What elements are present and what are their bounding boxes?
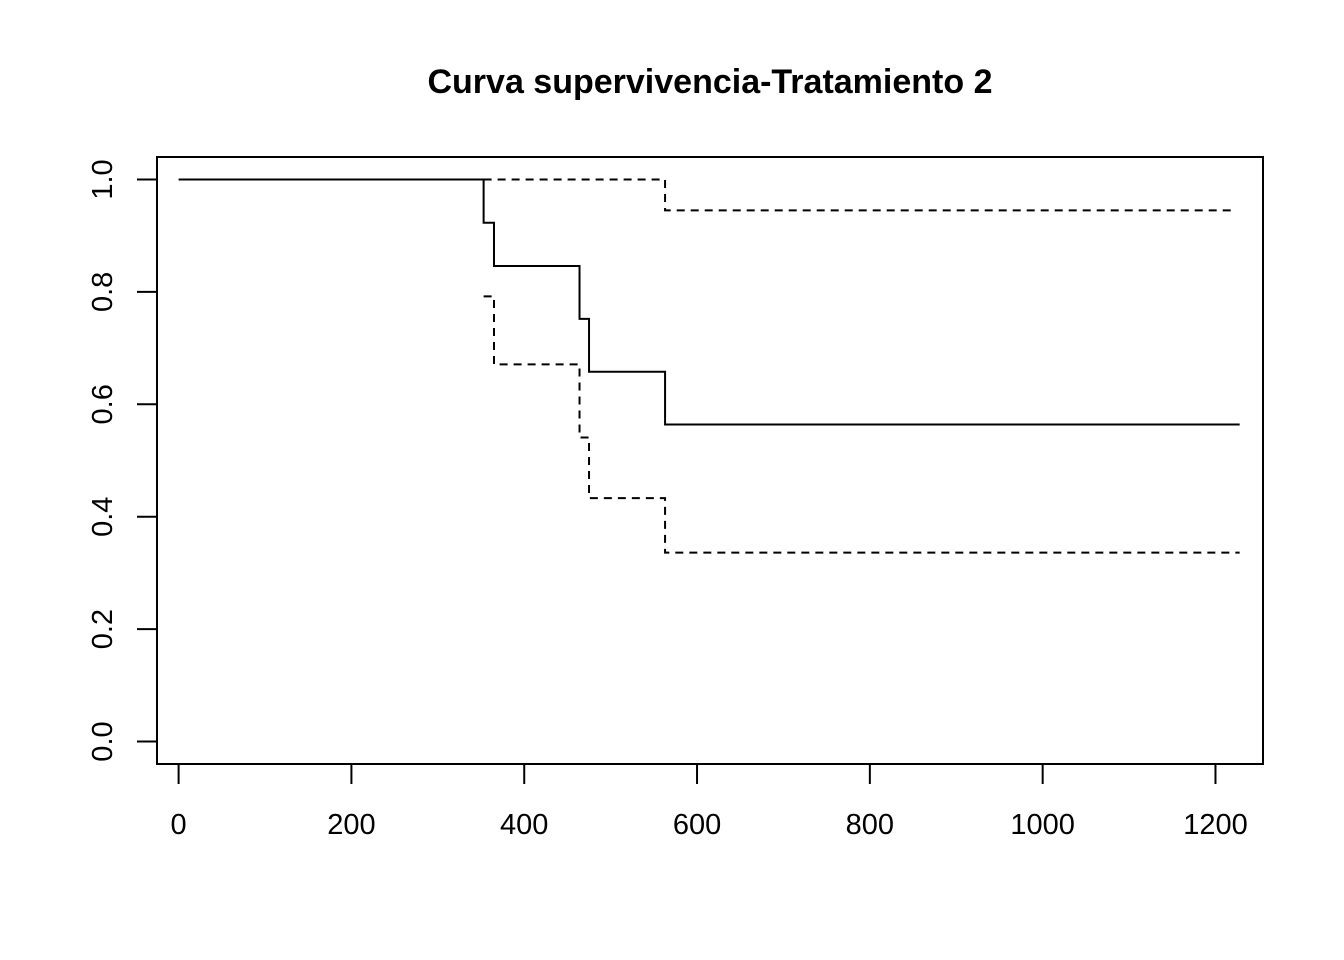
x-axis: 0 200 400 600 800 1000 1200 xyxy=(171,763,1248,841)
y-tick-label: 0.6 xyxy=(87,384,119,424)
y-tick-label: 0.2 xyxy=(87,609,119,649)
confidence-band-line-2 xyxy=(483,295,1240,554)
plot-frame xyxy=(156,156,1264,765)
x-tick-label: 800 xyxy=(846,809,894,841)
x-tick-label: 0 xyxy=(171,809,187,841)
x-tick-label: 1000 xyxy=(1010,809,1075,841)
survival-curve-line-0 xyxy=(178,178,1240,426)
x-tick-label: 200 xyxy=(327,809,375,841)
series-layer xyxy=(178,178,1240,554)
x-tick-label: 600 xyxy=(673,809,721,841)
y-tick-label: 0.4 xyxy=(87,497,119,537)
confidence-band-line-1 xyxy=(483,178,1232,212)
y-axis: 0.0 0.2 0.4 0.6 0.8 1.0 xyxy=(87,159,158,762)
x-tick-label: 400 xyxy=(500,809,548,841)
x-tick-label: 1200 xyxy=(1183,809,1248,841)
y-tick-label: 0.8 xyxy=(87,272,119,312)
y-tick-label: 0.0 xyxy=(87,721,119,761)
y-tick-label: 1.0 xyxy=(87,159,119,199)
chart-title: Curva supervivencia-Tratamiento 2 xyxy=(427,63,992,101)
